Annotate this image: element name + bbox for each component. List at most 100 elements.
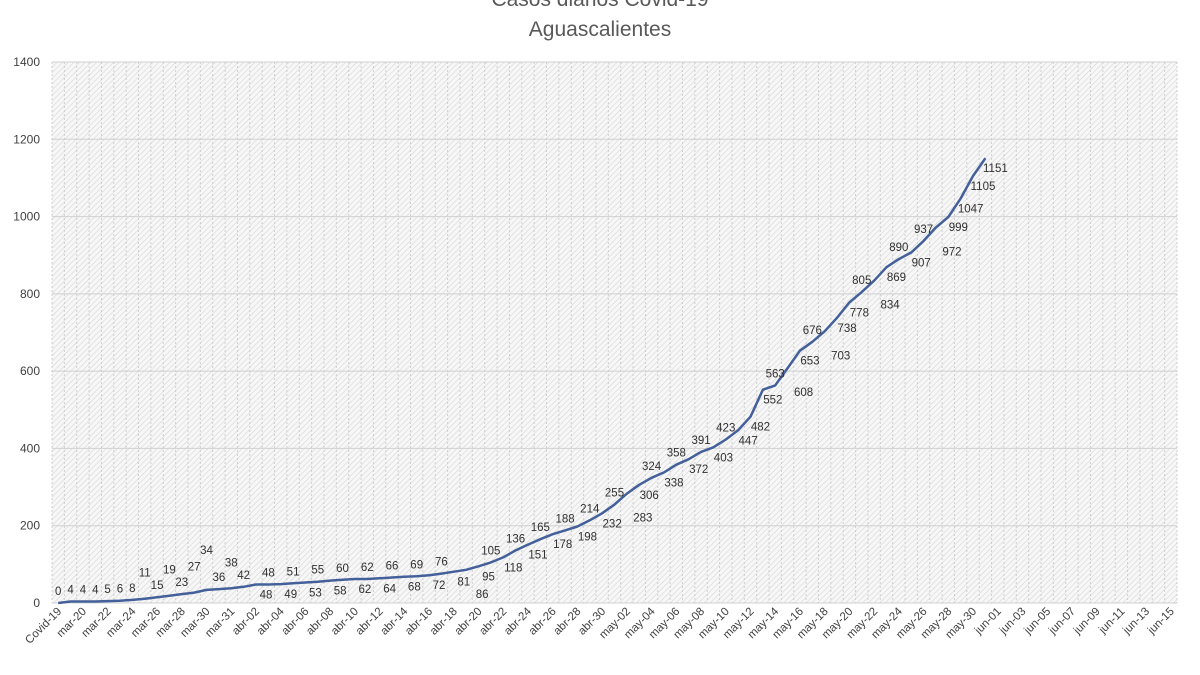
y-axis: 0 200 400 600 800 1000 1200 1400 bbox=[13, 55, 40, 610]
data-label: 552 bbox=[763, 395, 782, 407]
data-label: 1105 bbox=[971, 181, 996, 193]
data-label: 5 bbox=[104, 584, 110, 596]
data-label: 15 bbox=[151, 580, 164, 592]
data-label: 60 bbox=[336, 563, 349, 575]
y-tick-label: 800 bbox=[20, 287, 40, 301]
data-label: 403 bbox=[714, 452, 733, 464]
data-label: 283 bbox=[633, 513, 652, 525]
x-tick-label: jun-09 bbox=[1071, 606, 1103, 638]
data-label: 105 bbox=[481, 545, 500, 557]
data-label: 653 bbox=[800, 356, 819, 368]
data-label: 62 bbox=[361, 562, 374, 574]
data-label: 563 bbox=[766, 368, 785, 380]
x-axis: Covid-19mar-20mar-22mar-24mar-26mar-28ma… bbox=[23, 605, 1177, 646]
data-label: 136 bbox=[506, 533, 525, 545]
data-label: 62 bbox=[358, 584, 371, 596]
data-label: 95 bbox=[482, 571, 495, 583]
data-label: 890 bbox=[889, 242, 908, 254]
data-label: 49 bbox=[284, 589, 297, 601]
y-tick-label: 1000 bbox=[13, 210, 40, 224]
data-label: 53 bbox=[309, 588, 322, 600]
y-tick-label: 400 bbox=[20, 441, 40, 455]
y-tick-label: 1200 bbox=[13, 132, 40, 146]
x-tick-label: jun-15 bbox=[1145, 606, 1177, 638]
data-label: 324 bbox=[642, 461, 662, 473]
data-label: 676 bbox=[803, 325, 822, 337]
data-label: 999 bbox=[949, 222, 968, 234]
data-label: 118 bbox=[504, 562, 522, 574]
x-tick-label: jun-13 bbox=[1120, 606, 1152, 638]
data-label: 55 bbox=[311, 565, 324, 577]
data-label: 58 bbox=[334, 586, 347, 598]
data-labels: 0 4 4 4 5 6 8111519232734363842484849515355586… bbox=[55, 163, 1008, 601]
data-label: 869 bbox=[887, 272, 906, 284]
data-label: 805 bbox=[852, 275, 871, 287]
data-label: 4 bbox=[67, 584, 74, 596]
data-label: 151 bbox=[528, 550, 547, 562]
gridlines bbox=[51, 61, 1178, 604]
data-label: 38 bbox=[225, 557, 238, 569]
data-label: 423 bbox=[716, 423, 735, 435]
data-label: 64 bbox=[383, 583, 396, 595]
data-label: 834 bbox=[881, 300, 901, 312]
y-tick-label: 0 bbox=[33, 596, 40, 610]
data-label: 482 bbox=[751, 422, 770, 434]
data-label: 778 bbox=[850, 307, 869, 319]
series-line bbox=[58, 157, 987, 605]
data-label: 391 bbox=[691, 435, 710, 447]
data-label: 255 bbox=[605, 487, 624, 499]
chart-title: Casos diarios Covid-19 bbox=[0, 0, 1200, 12]
data-label: 1047 bbox=[958, 203, 984, 215]
data-label: 232 bbox=[603, 518, 622, 530]
data-label: 76 bbox=[435, 557, 448, 569]
data-label: 66 bbox=[386, 560, 399, 572]
data-label: 198 bbox=[578, 531, 597, 543]
data-label: 178 bbox=[553, 539, 572, 551]
x-tick-label: jun-11 bbox=[1096, 606, 1127, 637]
data-label: 36 bbox=[212, 572, 225, 584]
data-label: 372 bbox=[689, 464, 708, 476]
data-label: 81 bbox=[457, 577, 470, 589]
data-label: 23 bbox=[175, 577, 188, 589]
data-label: 8 bbox=[129, 583, 135, 595]
data-label: 48 bbox=[262, 567, 275, 579]
data-label: 0 bbox=[55, 586, 61, 598]
y-tick-label: 600 bbox=[20, 364, 40, 378]
data-label: 42 bbox=[237, 570, 250, 582]
data-label: 4 bbox=[80, 584, 87, 596]
data-label: 972 bbox=[942, 246, 961, 258]
data-label: 188 bbox=[555, 513, 574, 525]
data-label: 608 bbox=[794, 387, 813, 399]
y-tick-label: 1400 bbox=[13, 55, 40, 69]
data-label: 306 bbox=[640, 490, 659, 502]
x-tick-label: jun-05 bbox=[1022, 606, 1054, 638]
data-label: 937 bbox=[914, 224, 933, 236]
data-label: 738 bbox=[837, 323, 856, 335]
y-tick-label: 200 bbox=[20, 519, 40, 533]
data-label: 6 bbox=[117, 584, 123, 596]
x-tick-label: Covid-19 bbox=[23, 606, 64, 647]
data-label: 72 bbox=[433, 580, 446, 592]
chart-subtitle: Aguascalientes bbox=[528, 18, 672, 41]
data-label: 214 bbox=[580, 503, 600, 515]
data-label: 48 bbox=[260, 589, 273, 601]
data-label: 907 bbox=[912, 258, 931, 270]
x-tick-label: jun-03 bbox=[997, 606, 1029, 638]
data-label: 703 bbox=[831, 350, 850, 362]
data-label: 51 bbox=[287, 566, 300, 578]
data-label: 86 bbox=[476, 589, 489, 601]
data-label: 27 bbox=[188, 562, 201, 574]
data-label: 69 bbox=[410, 559, 423, 571]
data-label: 19 bbox=[163, 565, 176, 577]
data-label: 447 bbox=[739, 435, 758, 447]
data-label: 68 bbox=[408, 582, 421, 594]
data-label: 34 bbox=[200, 545, 213, 557]
x-tick-label: jun-07 bbox=[1046, 606, 1078, 638]
data-label: 358 bbox=[667, 448, 686, 460]
data-label: 165 bbox=[531, 522, 550, 534]
x-tick-label: jun-01 bbox=[972, 606, 1004, 638]
data-label: 4 bbox=[92, 584, 99, 596]
data-label: 1151 bbox=[983, 163, 1008, 175]
data-label: 338 bbox=[664, 477, 683, 489]
